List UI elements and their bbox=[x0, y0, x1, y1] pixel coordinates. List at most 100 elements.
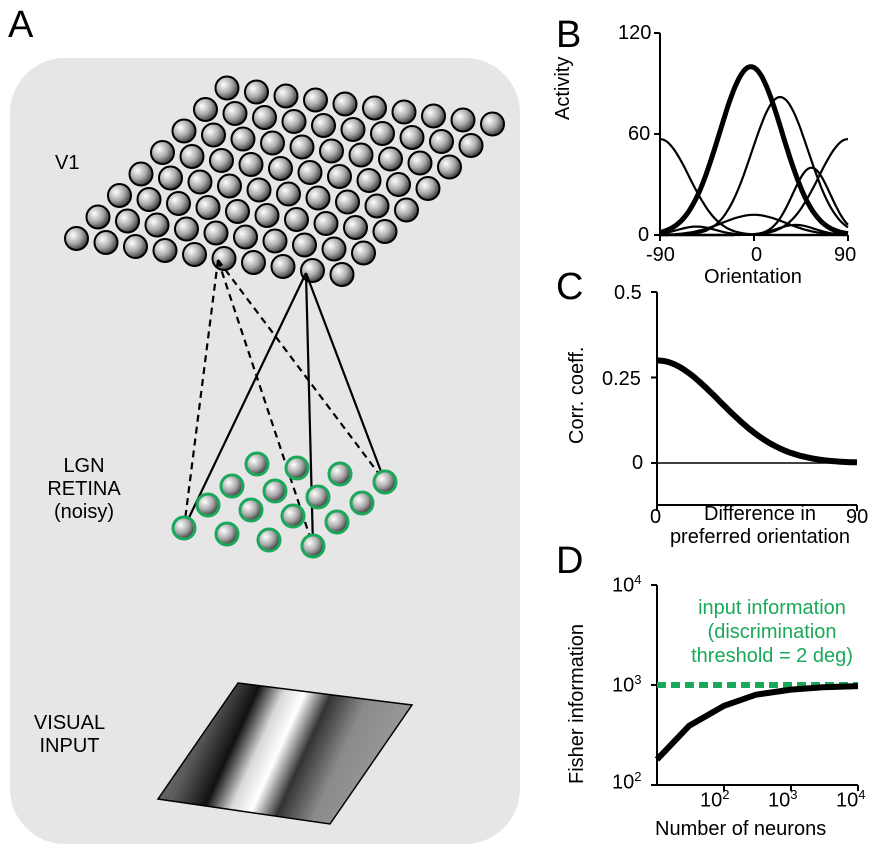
v1-neuron bbox=[284, 207, 309, 232]
visual-input-label: VISUAL INPUT bbox=[22, 712, 117, 758]
v1-neuron-grid bbox=[64, 75, 505, 287]
solid-connection bbox=[304, 272, 387, 483]
v1-neuron bbox=[340, 117, 366, 142]
v1-neuron bbox=[85, 204, 111, 230]
chart-b-ytick-120: 120 bbox=[618, 22, 652, 44]
lgn-label-line-2: RETINA bbox=[47, 478, 121, 500]
v1-neuron bbox=[128, 161, 154, 187]
v1-neuron bbox=[238, 152, 264, 177]
panel-letter-c: C bbox=[556, 266, 584, 308]
chart-d-ytick-1e2-exp: 2 bbox=[634, 769, 642, 784]
chart-b-tuning-curve bbox=[660, 166, 849, 237]
v1-neuron bbox=[182, 242, 207, 267]
chart-d-xtick-1e3-exp: 3 bbox=[790, 787, 798, 802]
v1-neuron bbox=[343, 215, 368, 240]
chart-d-xtick-1e3: 103 bbox=[768, 787, 798, 812]
chart-c-correlation-curve bbox=[656, 357, 858, 466]
chart-c-ylabel: Corr. coeff. bbox=[566, 346, 588, 444]
chart-b-ytick-0: 0 bbox=[638, 224, 650, 246]
v1-neuron bbox=[370, 121, 395, 146]
v1-neuron bbox=[64, 226, 89, 251]
chart-b-xlabel: Orientation bbox=[704, 266, 802, 288]
panel-letter-d: D bbox=[556, 540, 584, 582]
chart-b-tuning-curve bbox=[659, 64, 849, 237]
visual-input-line-2: INPUT bbox=[39, 735, 100, 757]
chart-d-ytick-1e3: 103 bbox=[612, 672, 642, 697]
v1-neuron bbox=[195, 195, 221, 220]
lgn-neuron bbox=[300, 533, 326, 559]
chart-d-xtick-1e2-exp: 2 bbox=[722, 787, 730, 802]
v1-neuron bbox=[152, 238, 178, 263]
chart-d-ytick-1e4-exp: 4 bbox=[634, 572, 642, 587]
chart-c-ytick-025: 0.25 bbox=[602, 368, 641, 390]
connection-lines bbox=[182, 259, 387, 547]
v1-neuron bbox=[281, 109, 307, 134]
chart-b-xtick-m90: -90 bbox=[646, 244, 675, 266]
chart-b-xtick-0: 0 bbox=[751, 244, 763, 266]
chart-d-xtick-1e4: 104 bbox=[836, 787, 866, 812]
chart-d-annotation: input information (discrimination thresh… bbox=[662, 596, 882, 668]
v1-neuron bbox=[222, 101, 248, 126]
chart-c-ytick-0: 0 bbox=[632, 452, 644, 474]
lgn-neuron bbox=[305, 484, 331, 510]
v1-neuron bbox=[480, 111, 505, 137]
visual-input-line-1: VISUAL bbox=[33, 712, 106, 734]
chart-d-ytick-1e3-exp: 3 bbox=[634, 672, 642, 687]
chart-d-ylabel: Fisher information bbox=[566, 623, 588, 784]
v1-neuron bbox=[329, 262, 355, 287]
v1-neuron bbox=[305, 185, 331, 211]
v1-neuron bbox=[386, 172, 411, 197]
v1-neuron bbox=[458, 133, 484, 158]
panel-a-diagram bbox=[10, 58, 520, 844]
chart-d-annotation-line-3: threshold = 2 deg) bbox=[691, 645, 853, 667]
chart-b-tuning-curve bbox=[660, 96, 849, 237]
lgn-neuron bbox=[195, 492, 221, 518]
v1-neuron bbox=[437, 154, 462, 180]
v1-neuron bbox=[252, 105, 277, 130]
chart-b-ylabel: Activity bbox=[552, 56, 574, 120]
lgn-neuron bbox=[284, 455, 310, 481]
v1-neuron bbox=[450, 107, 476, 133]
lgn-label-line-3: (noisy) bbox=[53, 501, 114, 523]
v1-neuron bbox=[319, 138, 344, 164]
chart-c-xtick-0: 0 bbox=[650, 506, 662, 528]
v1-neuron bbox=[429, 129, 454, 154]
v1-neuron bbox=[158, 165, 183, 191]
lgn-neuron bbox=[171, 515, 197, 541]
chart-d-annotation-line-2: (discrimination bbox=[707, 621, 837, 643]
v1-neuron bbox=[254, 203, 280, 228]
lgn-neuron bbox=[324, 509, 350, 535]
v1-neuron bbox=[362, 95, 387, 121]
chart-c-ytick-05: 0.5 bbox=[614, 282, 642, 304]
chart-c-xlabel: Difference in preferred orientation bbox=[645, 503, 875, 549]
chart-b-tuning-curve bbox=[660, 223, 849, 237]
v1-neuron bbox=[166, 191, 191, 216]
chart-c-xlabel-line-2: preferred orientation bbox=[669, 526, 851, 548]
chart-d-fisher-curve bbox=[654, 683, 859, 762]
chart-b-tuning-curve bbox=[659, 225, 848, 237]
v1-neuron bbox=[313, 211, 339, 236]
v1-neuron bbox=[241, 250, 266, 275]
v1-neuron bbox=[144, 212, 170, 238]
v1-neuron bbox=[217, 173, 242, 199]
v1-neuron bbox=[230, 126, 256, 152]
v1-neuron bbox=[348, 142, 374, 168]
v1-neuron bbox=[150, 140, 175, 165]
v1-neuron bbox=[246, 177, 272, 203]
chart-b-ytick-60: 60 bbox=[628, 123, 651, 145]
v1-neuron bbox=[297, 160, 323, 185]
chart-d-xtick-1e2: 102 bbox=[700, 787, 730, 812]
v1-neuron bbox=[356, 168, 382, 193]
chart-b-tuning-curve bbox=[659, 213, 849, 236]
v1-neuron bbox=[174, 216, 199, 242]
v1-neuron bbox=[372, 219, 398, 244]
v1-neuron bbox=[136, 187, 162, 212]
lgn-neuron bbox=[238, 497, 264, 523]
lgn-neuron bbox=[214, 521, 240, 547]
v1-neuron bbox=[193, 97, 218, 122]
v1-neuron bbox=[171, 118, 197, 144]
chart-b-xtick-90: 90 bbox=[834, 244, 857, 266]
chart-d-xlabel: Number of neurons bbox=[655, 818, 827, 840]
v1-neuron bbox=[214, 75, 240, 101]
chart-d-ytick-1e4: 104 bbox=[612, 572, 642, 597]
